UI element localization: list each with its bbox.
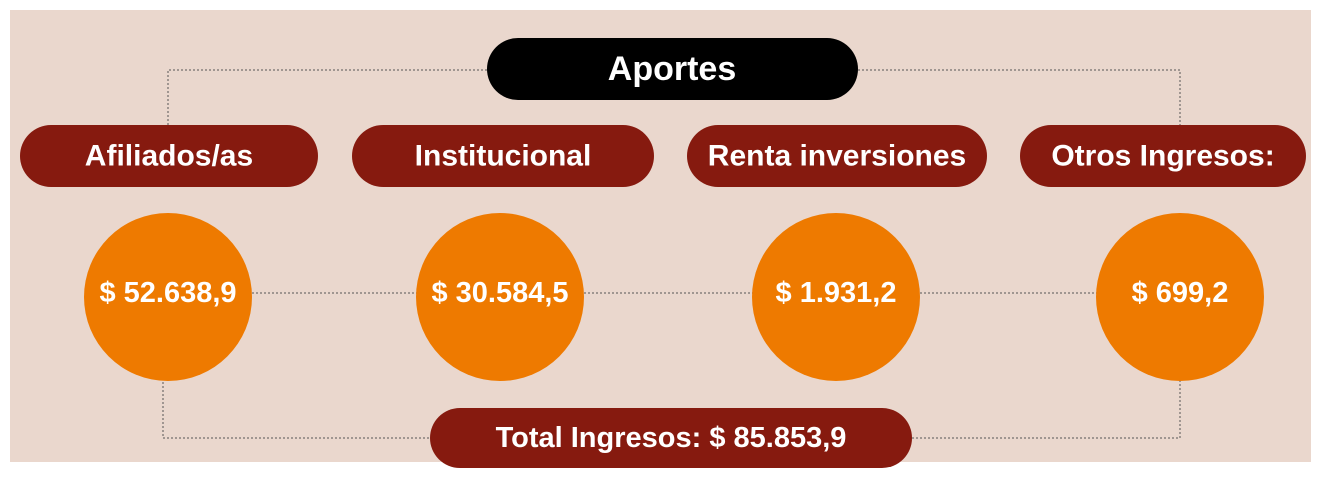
category-label: Afiliados/as	[85, 140, 253, 173]
value-label: $ 30.584,5	[431, 277, 568, 309]
title: Aportes	[608, 50, 736, 88]
category-pill	[20, 125, 318, 187]
category-pill	[687, 125, 987, 187]
connector	[912, 370, 1181, 439]
value-circle	[752, 213, 920, 381]
title-pill	[487, 38, 858, 100]
total-pill	[430, 408, 912, 468]
total: Total Ingresos: $ 85.853,9	[496, 422, 847, 454]
value-circle	[84, 213, 252, 381]
items: Afiliados/as $ 52.638,9 Institucional $ 30.…	[20, 125, 1306, 381]
category-label: Otros Ingresos:	[1051, 140, 1274, 173]
value-label: $ 1.931,2	[776, 277, 897, 309]
connector	[162, 370, 430, 439]
category-pill	[1020, 125, 1306, 187]
value-label: $ 699,2	[1132, 277, 1229, 309]
connector	[858, 69, 1181, 125]
category-label: Renta inversiones	[708, 140, 966, 173]
value-circle	[416, 213, 584, 381]
value-label: $ 52.638,9	[99, 277, 236, 309]
value-circle	[1096, 213, 1264, 381]
category-pill	[352, 125, 654, 187]
category-label: Institucional	[415, 140, 592, 173]
